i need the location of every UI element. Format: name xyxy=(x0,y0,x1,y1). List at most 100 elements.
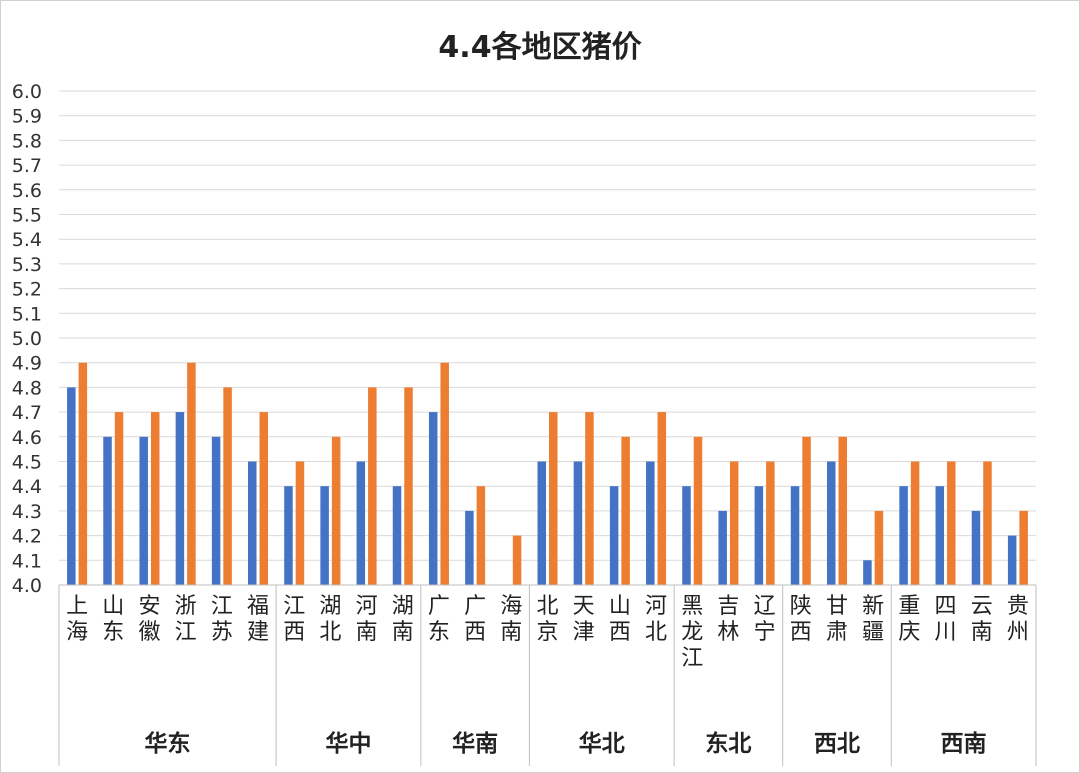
y-tick-label: 5.9 xyxy=(12,106,42,128)
x-tick-label: 福建 xyxy=(247,594,269,645)
bar-series-1 xyxy=(428,412,438,585)
bar-series-1 xyxy=(392,486,402,585)
y-tick-label: 4.9 xyxy=(12,353,42,375)
bar-series-2 xyxy=(657,412,667,585)
bar-series-2 xyxy=(766,461,775,585)
y-tick-label: 4.8 xyxy=(12,377,42,399)
x-tick-label: 吉林 xyxy=(717,594,739,645)
bar-series-2 xyxy=(621,436,630,585)
chart-title: 4.4各地区猪价 xyxy=(438,30,641,65)
x-tick-label: 广东 xyxy=(428,594,450,645)
x-tick-label: 安徽 xyxy=(138,594,160,645)
x-tick-label: 江苏 xyxy=(211,594,233,645)
bar-series-2 xyxy=(114,412,124,585)
bar-series-2 xyxy=(223,387,232,585)
bar-series-1 xyxy=(573,461,583,585)
y-tick-label: 5.8 xyxy=(12,130,42,152)
y-axis: 4.0 4.14.2 4.3 4.44.5 4.6 4.7 4.84.9 5.0 5.15.2 5… xyxy=(12,81,42,597)
bar-series-1 xyxy=(465,510,474,585)
bar-series-2 xyxy=(440,362,449,585)
x-tick-label: 海南 xyxy=(500,594,522,645)
x-tick-label: 贵州 xyxy=(1007,594,1029,645)
y-tick-label: 5.5 xyxy=(12,205,42,227)
bar-series-1 xyxy=(284,486,293,585)
y-tick-label: 4.6 xyxy=(12,427,42,449)
group-label: 华南 xyxy=(452,730,498,757)
x-tick-label: 河南 xyxy=(356,594,378,645)
bar-series-1 xyxy=(863,560,872,585)
gridlines xyxy=(59,90,1036,561)
y-tick-label: 5.6 xyxy=(12,180,42,202)
bar-series-2 xyxy=(549,412,558,585)
x-tick-label: 上海 xyxy=(66,594,88,645)
bar-series-1 xyxy=(320,486,329,585)
y-tick-label: 4.0 xyxy=(12,575,42,597)
x-tick-label: 云南 xyxy=(971,594,993,645)
y-tick-label: 5.7 xyxy=(12,155,42,177)
y-tick-label: 5.1 xyxy=(12,303,42,325)
bar-series-2 xyxy=(331,436,341,585)
x-tick-label: 湖北 xyxy=(319,594,341,645)
x-tick-label: 黑龙江 xyxy=(681,594,703,671)
bar-series-1 xyxy=(790,486,800,585)
bar-series-2 xyxy=(874,510,884,585)
bar-series-1 xyxy=(67,387,76,585)
x-tick-label: 新疆 xyxy=(862,594,884,645)
group-label: 华中 xyxy=(325,730,371,757)
bar-series-1 xyxy=(682,486,691,585)
y-tick-label: 4.7 xyxy=(12,402,42,424)
bar-series-2 xyxy=(78,362,88,585)
bar-series-2 xyxy=(729,461,739,585)
bar-series-1 xyxy=(971,510,981,585)
bar-series-1 xyxy=(899,486,908,585)
x-axis: 上海山东安徽浙江江苏福建江西湖北河南湖南广东广西海南北京天津山西河北黑龙江吉林辽… xyxy=(58,584,1037,766)
bar-series-1 xyxy=(826,461,836,585)
bar-series-1 xyxy=(609,486,619,585)
bar-series-1 xyxy=(718,510,727,585)
bar-series-2 xyxy=(187,362,196,585)
x-tick-label: 山西 xyxy=(609,594,631,645)
bar-series-2 xyxy=(404,387,413,585)
y-tick-label: 4.2 xyxy=(12,526,42,548)
x-tick-label: 湖南 xyxy=(392,594,414,645)
bar-series-2 xyxy=(368,387,377,585)
bar-series-1 xyxy=(537,461,546,585)
x-tick-label: 甘肃 xyxy=(826,594,848,645)
y-tick-label: 6.0 xyxy=(12,81,42,103)
x-tick-label: 辽宁 xyxy=(754,594,776,645)
bar-series-1 xyxy=(754,486,764,585)
bar-series-1 xyxy=(211,436,221,585)
bar-series-2 xyxy=(295,461,305,585)
bar-series-2 xyxy=(947,461,956,585)
bar-series-1 xyxy=(103,436,112,585)
bar-series-1 xyxy=(646,461,655,585)
group-label: 西北 xyxy=(814,731,860,757)
group-label: 西南 xyxy=(941,731,987,757)
bar-series-2 xyxy=(838,436,847,585)
y-tick-label: 4.3 xyxy=(12,501,42,523)
bar-series-2 xyxy=(983,461,992,585)
bar-series-1 xyxy=(175,412,185,585)
bars xyxy=(67,362,1028,585)
y-tick-label: 5.2 xyxy=(12,279,42,301)
y-tick-label: 4.4 xyxy=(12,476,42,498)
x-tick-label: 四川 xyxy=(935,594,957,645)
group-label: 东北 xyxy=(705,730,751,757)
x-tick-label: 北京 xyxy=(536,594,558,645)
bar-series-2 xyxy=(1019,510,1028,585)
bar-series-2 xyxy=(693,436,703,585)
y-tick-label: 4.5 xyxy=(12,452,42,474)
bar-series-1 xyxy=(356,461,366,585)
bar-series-2 xyxy=(476,486,486,585)
x-tick-label: 广西 xyxy=(464,594,486,645)
x-tick-label: 陕西 xyxy=(790,594,812,645)
bar-series-2 xyxy=(259,412,269,585)
bar-series-2 xyxy=(910,461,920,585)
group-label: 华北 xyxy=(579,730,625,757)
bar-series-2 xyxy=(585,412,594,585)
x-tick-label: 天津 xyxy=(573,594,595,645)
y-tick-label: 4.1 xyxy=(12,550,42,572)
group-label: 华东 xyxy=(145,730,191,757)
